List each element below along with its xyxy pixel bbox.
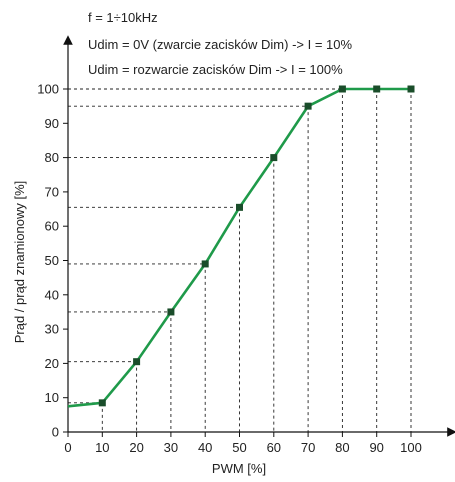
x-tick-label: 90: [369, 440, 383, 455]
x-tick-label: 100: [400, 440, 422, 455]
x-axis-title: PWM [%]: [212, 461, 266, 476]
x-tick-label: 50: [232, 440, 246, 455]
x-tick-label: 40: [198, 440, 212, 455]
y-tick-label: 60: [45, 219, 59, 234]
annotation-udim-short: Udim = 0V (zwarcie zacisków Dim) -> I = …: [88, 37, 352, 52]
data-point-marker: [304, 102, 312, 110]
y-tick-label: 100: [37, 82, 59, 97]
data-point-marker: [407, 85, 415, 93]
y-axis-title: Prąd / prąd znamionowy [%]: [12, 181, 27, 344]
ticks: 0 10 20 30 40 50 60 70 80 90 100 0 10 20 30 40 50 60 70 80 9…: [37, 82, 422, 456]
data-point-marker: [373, 85, 381, 93]
y-tick-label: 0: [52, 425, 59, 440]
data-point-marker: [201, 260, 209, 268]
y-tick-label: 30: [45, 322, 59, 337]
y-tick-label: 20: [45, 356, 59, 371]
y-tick-label: 40: [45, 287, 59, 302]
x-tick-label: 70: [301, 440, 315, 455]
y-tick-label: 50: [45, 253, 59, 268]
y-tick-label: 10: [45, 390, 59, 405]
data-point-marker: [98, 399, 106, 407]
x-tick-label: 10: [95, 440, 109, 455]
y-tick-label: 70: [45, 184, 59, 199]
x-tick-label: 30: [164, 440, 178, 455]
x-tick-label: 0: [64, 440, 71, 455]
data-point-marker: [236, 203, 243, 211]
data-point-marker: [270, 154, 278, 162]
data-point-marker: [167, 308, 175, 316]
x-tick-label: 80: [335, 440, 349, 455]
annotation-udim-open: Udim = rozwarcie zacisków Dim -> I = 100…: [88, 62, 343, 77]
data-point-marker: [338, 85, 346, 93]
annotation-frequency: f = 1÷10kHz: [88, 10, 158, 25]
data-point-marker: [133, 358, 141, 366]
y-tick-label: 80: [45, 150, 59, 165]
y-tick-label: 90: [45, 116, 59, 131]
series-layer: [67, 85, 415, 408]
x-tick-label: 60: [267, 440, 281, 455]
axes: [63, 35, 455, 437]
guide-lines: [68, 88, 412, 432]
x-tick-label: 20: [129, 440, 143, 455]
